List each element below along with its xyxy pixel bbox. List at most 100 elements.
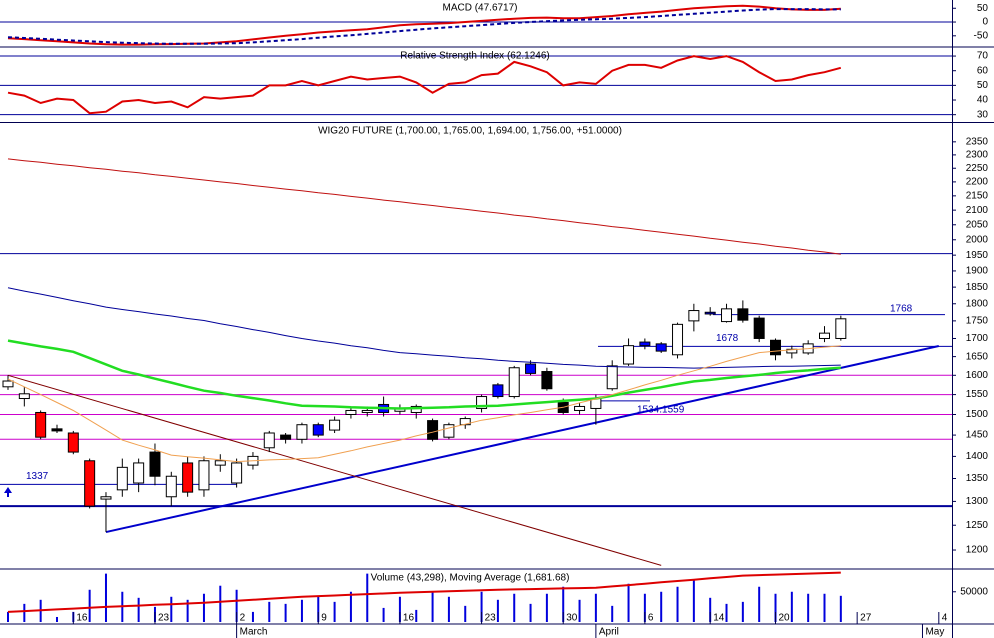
candle-body [753,317,765,339]
volume-bar [643,593,646,622]
volume-bar [578,599,581,622]
volume-bar [431,591,434,622]
y-tick-label: 1900 [966,266,989,277]
candle-body [182,462,194,493]
volume-bar [366,573,369,622]
y-tick-label: 1600 [966,370,989,381]
volume-bar [692,579,695,622]
volume-bar [611,605,614,622]
candle-body [427,420,439,440]
volume-bar [23,603,26,622]
volume-bar [447,596,450,622]
y-tick-label: 0 [982,17,988,28]
volume-bar [186,599,189,622]
candle-body [721,308,733,323]
candle-body [541,371,553,390]
level-label: 1534.1559 [637,404,685,415]
y-tick-label: 1400 [966,451,989,462]
x-tick-label: 6 [648,613,654,624]
volume-bar [823,593,826,622]
series-line [7,4,841,46]
level-label: 1337 [26,471,49,482]
candle-body [84,460,96,507]
panel-title: MACD (47.6717) [442,3,517,14]
x-tick-label: 30 [566,613,578,624]
x-tick-label: 27 [860,613,872,624]
candle-body [51,428,63,432]
y-tick-label: 1300 [966,496,989,507]
level-label: 1678 [716,333,739,344]
volume-bar [496,599,499,622]
candle-body [835,318,847,339]
volume-bar [349,591,352,622]
candle-body [329,419,341,431]
y-tick-label: 2100 [966,205,989,216]
y-tick-label: -50 [974,30,989,41]
candle-body [198,460,210,491]
volume-bar [219,585,222,622]
candle-body [133,462,145,484]
y-tick-label: 50 [977,80,989,91]
series-line [7,345,841,463]
x-tick-label: 2 [240,613,246,624]
volume-bar [415,609,418,622]
y-tick-label: 40 [977,95,989,106]
candle-body [508,367,520,398]
candle-body [737,308,749,321]
month-label: March [240,627,268,638]
y-tick-label: 2050 [966,219,989,230]
candle-body [149,451,161,477]
volume-bar [807,593,810,622]
y-tick-label: 50 [977,3,989,14]
y-tick-label: 1750 [966,316,989,327]
candle-body [165,475,177,498]
candle-body [100,496,112,500]
candle-body [67,432,79,453]
y-tick-label: 2350 [966,136,989,147]
volume-bar [300,599,303,622]
y-tick-label: 70 [977,51,989,62]
volume-bar [627,583,630,622]
y-tick-label: 60 [977,65,989,76]
volume-bar [676,586,679,622]
y-tick-label: 1800 [966,298,989,309]
candle-body [443,424,455,438]
volume-bar [382,607,385,622]
series-line [7,8,841,45]
y-tick-label: 50000 [960,586,988,597]
y-tick-label: 2150 [966,190,989,201]
y-tick-label: 2300 [966,150,989,161]
candle-body [574,405,586,411]
y-tick-label: 1200 [966,545,989,556]
volume-bar [725,603,728,622]
volume-bar [7,611,9,622]
series-line [7,339,841,410]
panel-title: Volume (43,298), Moving Average (1,681.6… [371,573,570,584]
volume-bar [398,596,401,622]
candle-body [263,432,275,449]
series-line [7,571,841,613]
x-tick-label: 14 [713,613,725,624]
candle-body [35,411,47,438]
volume-bar [317,596,320,622]
y-tick-label: 1550 [966,389,989,400]
candle-body [296,424,308,440]
y-tick-label: 1500 [966,409,989,420]
volume-bar [545,593,548,622]
y-tick-label: 1850 [966,282,989,293]
volume-bar [480,591,483,622]
trend-line [7,374,662,566]
series-line [7,287,841,369]
x-tick-label: 4 [942,613,948,624]
volume-bar [104,573,107,622]
y-tick-label: 2200 [966,177,989,188]
candle-body [655,343,667,352]
series-line [7,158,841,255]
volume-bar [774,593,777,622]
candle-body [18,393,30,400]
volume-bar [88,589,91,622]
volume-bar [464,605,467,622]
